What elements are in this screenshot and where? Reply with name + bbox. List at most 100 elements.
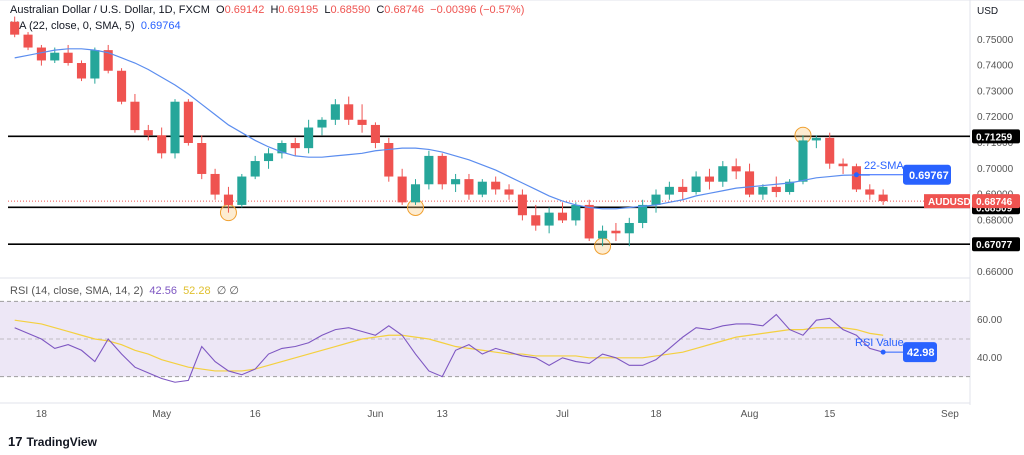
candle — [384, 137, 394, 182]
rsi-value-box — [903, 342, 937, 363]
candle — [584, 199, 594, 242]
candle-body — [691, 176, 701, 193]
candle-body — [23, 34, 33, 48]
candle-body — [437, 155, 447, 185]
candle-body — [370, 124, 380, 143]
candle-body — [357, 119, 367, 125]
candle-body — [330, 104, 340, 120]
candle — [117, 68, 127, 105]
tradingview-logo[interactable]: 17 TradingView — [8, 434, 97, 449]
candle-body — [197, 143, 207, 174]
candle-body — [531, 215, 541, 226]
candle-body — [704, 176, 715, 182]
open-label: O — [216, 4, 225, 16]
candle-body — [584, 204, 594, 239]
candle — [838, 158, 848, 174]
candle — [330, 99, 340, 125]
candle-body — [210, 173, 220, 195]
candle — [798, 135, 808, 185]
ma-value: 0.69764 — [140, 20, 181, 32]
candle — [504, 184, 514, 200]
time-axis-label: 18 — [650, 409, 662, 420]
candle-body — [865, 189, 875, 195]
candle-body — [410, 184, 421, 203]
time-axis-label: 13 — [437, 409, 449, 420]
candle-body — [103, 50, 113, 71]
candle — [811, 135, 821, 149]
time-axis-label: 16 — [250, 409, 262, 420]
candle-body — [290, 143, 300, 149]
level-tag-label: 0.67077 — [976, 240, 1013, 251]
candle-body — [664, 186, 674, 195]
high-value: 0.69195 — [278, 4, 319, 16]
candle — [664, 181, 674, 200]
rsi-legend[interactable]: RSI (14, close, SMA, 14, 2) 42.56 52.28 … — [10, 284, 239, 297]
candle-body — [90, 50, 100, 79]
candle — [143, 124, 153, 141]
candle-body — [624, 222, 634, 234]
sma-annotation-text: 22-SMA — [864, 160, 904, 172]
time-axis-label: 18 — [36, 409, 48, 420]
candle — [210, 168, 220, 200]
candle — [237, 173, 247, 208]
rsi-tail: ∅ ∅ — [216, 285, 239, 297]
candle-body — [277, 143, 287, 154]
candle — [678, 179, 688, 200]
candle-body — [504, 189, 514, 195]
candle-body — [50, 52, 60, 61]
candle-body — [678, 186, 688, 193]
symbol-title: Australian Dollar / U.S. Dollar, 1D, FXC… — [10, 4, 210, 16]
candle — [865, 184, 875, 200]
candle — [825, 132, 835, 169]
close-value: 0.68746 — [384, 4, 425, 16]
price-tick-label: 0.71000 — [977, 138, 1014, 149]
candle — [250, 155, 260, 180]
rsi-sma-line — [14, 319, 884, 372]
candle — [63, 44, 73, 66]
candle — [344, 96, 354, 125]
candle — [183, 99, 193, 146]
candle — [491, 176, 501, 195]
candle — [290, 137, 300, 156]
close-label: C — [376, 4, 385, 16]
candle — [571, 202, 581, 226]
candle-body — [825, 137, 835, 164]
candle-body — [811, 137, 821, 141]
brand-name: TradingView — [26, 434, 97, 449]
candle — [424, 150, 434, 190]
candle-body — [638, 204, 648, 223]
candle — [464, 173, 474, 200]
candle-body — [758, 186, 768, 195]
time-axis-label: Aug — [741, 409, 759, 420]
ma-legend[interactable]: MA (22, close, 0, SMA, 5) 0.69764 — [10, 20, 181, 32]
level-tag — [972, 237, 1020, 252]
time-axis-label: 15 — [824, 409, 836, 420]
candle-body — [798, 140, 808, 182]
candle-body — [464, 179, 474, 195]
candle — [477, 179, 487, 198]
currency-label: USD — [977, 6, 998, 17]
candle-body — [263, 153, 274, 162]
candle-body — [250, 161, 260, 177]
candle — [651, 189, 661, 213]
candle — [878, 189, 888, 205]
candle-body — [838, 163, 848, 167]
candle — [304, 119, 314, 154]
candle — [410, 179, 421, 205]
candle — [691, 171, 701, 195]
candle-body — [384, 143, 394, 177]
candle-body — [544, 212, 554, 226]
candle — [103, 44, 113, 74]
symbol-tag — [924, 194, 970, 209]
candle — [785, 179, 795, 195]
price-tick-label: 0.74000 — [977, 61, 1014, 72]
candle-body — [237, 176, 247, 205]
price-tick-label: 0.73000 — [977, 86, 1014, 97]
candle-body — [76, 63, 87, 79]
change-value: −0.00396 (−0.57%) — [430, 4, 525, 16]
level-tag-label: 0.68509 — [976, 203, 1013, 214]
price-tag-label: 0.68746 — [976, 197, 1013, 208]
candle — [744, 163, 755, 198]
time-axis-label: May — [152, 409, 171, 420]
